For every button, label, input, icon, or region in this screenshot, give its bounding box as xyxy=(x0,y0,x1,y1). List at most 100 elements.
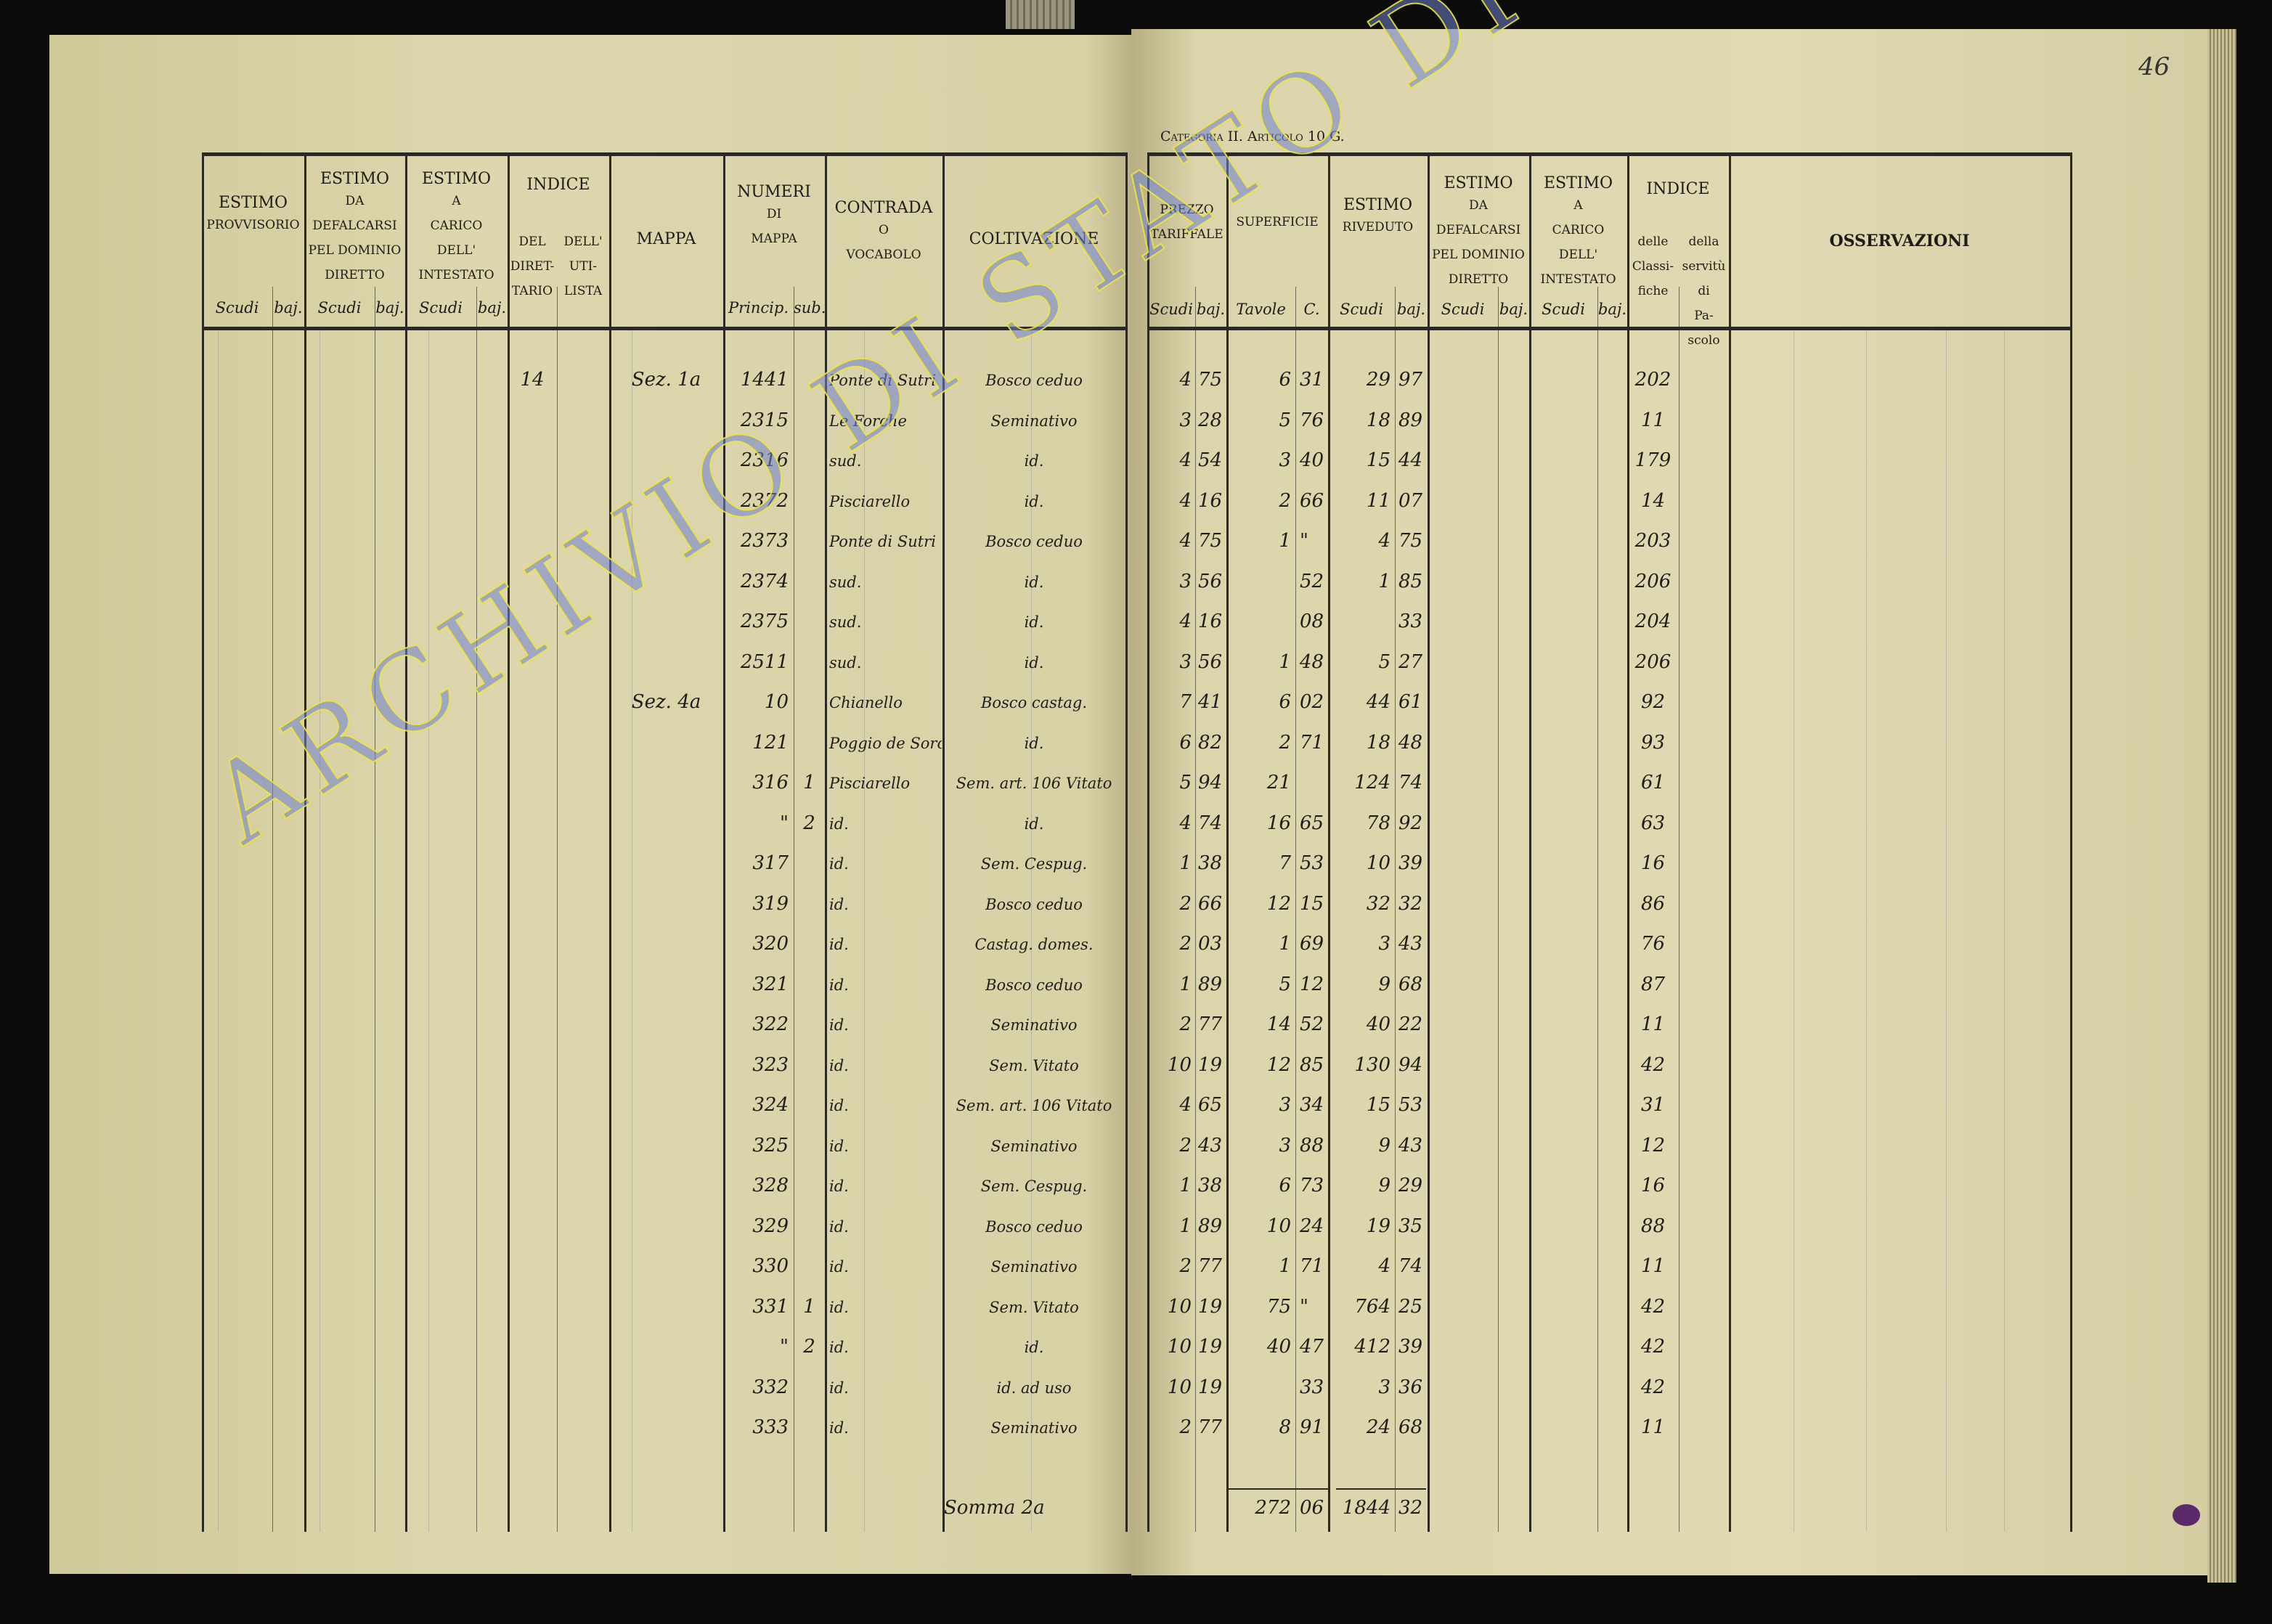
header-estimo-carico: INTESTATO xyxy=(418,268,494,282)
coltivazione: Sem. Vitato xyxy=(989,1057,1079,1074)
superficie-centesimi: 48 xyxy=(1300,651,1324,673)
header-indice-direttario: DIRET- xyxy=(510,259,555,274)
mappa-principale: 319 xyxy=(752,893,789,915)
header-baj: baj. xyxy=(477,299,507,317)
contrada: sud. xyxy=(829,654,862,672)
indice-classifiche: 11 xyxy=(1640,1255,1666,1277)
indice-classifiche: 202 xyxy=(1634,369,1672,391)
column-rule xyxy=(1428,152,1430,1532)
header-scudi: Scudi xyxy=(419,299,463,317)
mappa-principale: 328 xyxy=(752,1175,789,1196)
contrada: Ponte di Sutri xyxy=(829,372,936,389)
header-princip: Princip. xyxy=(728,299,789,317)
indice-classifiche: 11 xyxy=(1640,1013,1666,1035)
header-bottom-rule xyxy=(1147,327,2072,330)
header-coltivazione: COLTIVAZIONE xyxy=(969,230,1099,248)
coltivazione: id. xyxy=(1024,493,1044,510)
indice-classifiche: 42 xyxy=(1640,1336,1666,1358)
header-indice-servitu: servitù xyxy=(1682,259,1726,274)
header-indice-servitu: scolo xyxy=(1687,333,1720,348)
column-subrule xyxy=(1195,287,1196,1532)
header-baj: baj. xyxy=(375,299,404,317)
header-scudi: Scudi xyxy=(317,299,362,317)
prezzo-scudi: 4 xyxy=(1179,1094,1192,1116)
column-rule xyxy=(942,152,945,1532)
prezzo-scudi: 3 xyxy=(1179,409,1192,431)
prezzo-scudi: 6 xyxy=(1179,732,1192,754)
prezzo-baj: 77 xyxy=(1198,1013,1223,1035)
prezzo-scudi: 3 xyxy=(1179,571,1192,592)
coltivazione: Seminativo xyxy=(990,1138,1078,1155)
mappa-sub: 2 xyxy=(803,812,815,834)
estimo-scudi: 44 xyxy=(1366,691,1391,713)
indice-classifiche: 206 xyxy=(1634,651,1672,673)
prezzo-scudi: 4 xyxy=(1179,530,1192,552)
prezzo-scudi: 10 xyxy=(1167,1296,1192,1318)
superficie-tavole: 6 xyxy=(1279,691,1291,713)
estimo-scudi: 1 xyxy=(1378,571,1391,592)
prezzo-baj: 03 xyxy=(1198,933,1223,955)
coltivazione: id. ad uso xyxy=(996,1379,1072,1397)
prezzo-baj: 89 xyxy=(1198,974,1223,995)
total-tavole: 272 xyxy=(1255,1497,1291,1519)
superficie-tavole: 3 xyxy=(1279,449,1291,471)
mappa-principale: 323 xyxy=(752,1054,789,1076)
superficie-centesimi: 66 xyxy=(1300,490,1324,512)
superficie-tavole: 21 xyxy=(1266,772,1291,793)
superficie-tavole: 12 xyxy=(1266,893,1291,915)
superficie-centesimi: 85 xyxy=(1300,1054,1324,1076)
mappa-principale: 324 xyxy=(752,1094,789,1116)
superficie-tavole: 3 xyxy=(1279,1094,1291,1116)
superficie-tavole: 7 xyxy=(1279,852,1291,874)
header-estimo-defalcarsi: DIRETTO xyxy=(1448,272,1509,287)
prezzo-scudi: 10 xyxy=(1167,1376,1192,1398)
prezzo-baj: 16 xyxy=(1198,611,1223,632)
header-estimo-carico: ESTIMO xyxy=(1543,174,1613,192)
prezzo-baj: 38 xyxy=(1198,852,1223,874)
header-top-rule xyxy=(202,152,1128,156)
header-estimo-carico: A xyxy=(1573,198,1583,213)
superficie-tavole: 8 xyxy=(1279,1416,1291,1438)
estimo-scudi: 40 xyxy=(1366,1013,1391,1035)
indice-classifiche: 203 xyxy=(1634,530,1672,552)
contrada: id. xyxy=(829,1419,849,1437)
superficie-centesimi: 71 xyxy=(1300,732,1324,754)
indice-classifiche: 12 xyxy=(1640,1135,1666,1156)
coltivazione: Bosco ceduo xyxy=(985,976,1083,994)
prezzo-scudi: 3 xyxy=(1179,651,1192,673)
contrada: id. xyxy=(829,1379,849,1397)
header-osservazioni: OSSERVAZIONI xyxy=(1829,232,1970,250)
header-estimo-defalcarsi: PEL DOMINIO xyxy=(1432,248,1525,262)
header-indice: INDICE xyxy=(1646,180,1710,198)
prezzo-scudi: 1 xyxy=(1179,974,1192,995)
estimo-baj: 68 xyxy=(1398,1416,1423,1438)
prezzo-baj: 56 xyxy=(1198,571,1223,592)
right-page-title: Categoria II. Articolo 10 G. xyxy=(1160,128,1345,144)
contrada: id. xyxy=(829,1178,849,1195)
estimo-baj: 94 xyxy=(1398,1054,1423,1076)
indice-classifiche: 16 xyxy=(1640,1175,1666,1196)
prezzo-scudi: 4 xyxy=(1179,369,1192,391)
superficie-centesimi: 47 xyxy=(1300,1336,1324,1358)
estimo-scudi: 9 xyxy=(1378,974,1391,995)
superficie-centesimi: 15 xyxy=(1300,893,1324,915)
prezzo-scudi: 2 xyxy=(1179,893,1192,915)
contrada: Pisciarello xyxy=(829,493,911,510)
header-indice-direttario: TARIO xyxy=(511,284,553,298)
prezzo-baj: 77 xyxy=(1198,1255,1223,1277)
coltivazione: id. xyxy=(1024,574,1044,591)
contrada: sud. xyxy=(829,613,862,631)
prezzo-baj: 43 xyxy=(1198,1135,1223,1156)
column-rule xyxy=(1226,152,1229,1532)
superficie-tavole: 1 xyxy=(1279,530,1291,552)
prezzo-scudi: 2 xyxy=(1179,1013,1192,1035)
column-rule xyxy=(202,152,204,1532)
header-indice-direttario: DEL xyxy=(518,234,546,249)
contrada: id. xyxy=(829,1016,849,1034)
header-numeri-mappa: DI xyxy=(766,207,782,221)
superficie-tavole: 16 xyxy=(1266,812,1291,834)
estimo-scudi: 32 xyxy=(1366,893,1391,915)
coltivazione: id. xyxy=(1024,452,1044,470)
header-estimo-defalcarsi: ESTIMO xyxy=(319,170,390,188)
prezzo-scudi: 7 xyxy=(1179,691,1192,713)
